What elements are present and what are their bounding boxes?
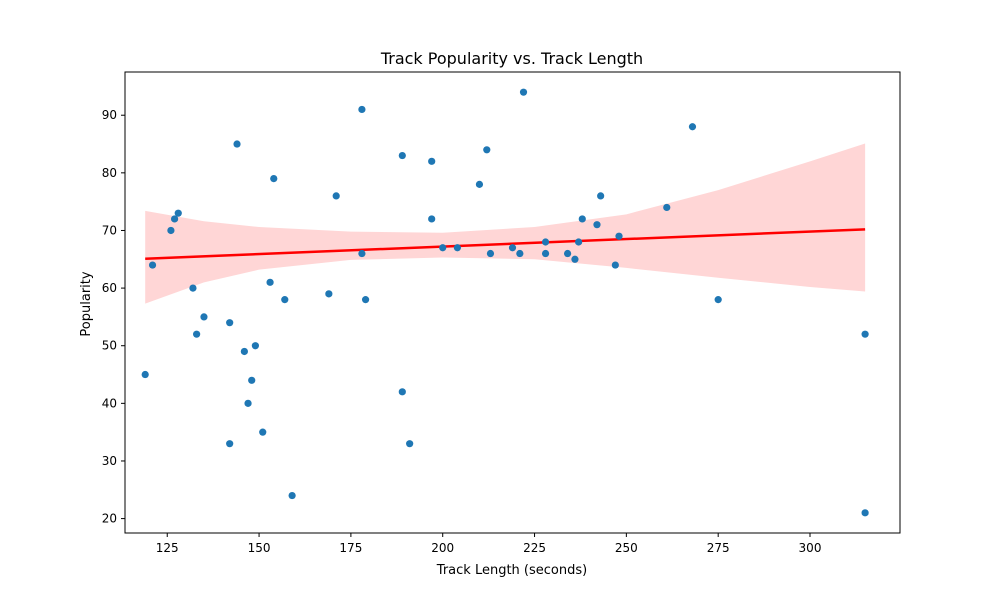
data-point	[611, 261, 619, 269]
data-point	[189, 284, 197, 292]
data-point	[358, 105, 366, 114]
x-tick-label: 200	[431, 541, 454, 555]
regression-line-layer	[145, 228, 866, 260]
x-tick-label: 250	[615, 541, 638, 555]
data-point	[200, 313, 208, 321]
plot-frame	[124, 71, 901, 534]
data-point	[226, 440, 234, 448]
data-point	[332, 192, 340, 200]
y-tick-label: 40	[102, 396, 117, 410]
data-point	[519, 88, 528, 96]
data-point	[475, 180, 484, 188]
data-point	[439, 244, 447, 252]
confidence-band	[145, 143, 866, 304]
x-axis-ticks: 125 150 175 200 225 250 275 300	[156, 533, 822, 555]
data-point	[167, 226, 175, 235]
data-point	[240, 347, 248, 356]
data-point	[453, 244, 462, 252]
confidence-band-layer	[145, 143, 866, 304]
y-axis-label: Popularity	[79, 271, 94, 336]
data-point	[593, 221, 601, 229]
y-tick-label: 70	[102, 223, 117, 237]
data-point	[141, 370, 149, 379]
data-point	[571, 255, 579, 263]
x-tick-label: 150	[248, 541, 271, 555]
data-point	[358, 249, 366, 258]
data-point	[486, 249, 495, 258]
data-point	[575, 238, 583, 246]
data-point	[398, 388, 406, 396]
data-point	[861, 330, 869, 338]
y-tick-label: 30	[102, 454, 117, 468]
x-tick-label: 275	[707, 541, 730, 555]
data-point	[170, 215, 179, 223]
data-point	[398, 151, 406, 160]
x-tick-label: 225	[523, 541, 546, 555]
data-point	[541, 238, 550, 246]
data-point	[248, 376, 256, 384]
data-point	[615, 232, 623, 240]
chart-title: Track Popularity vs. Track Length	[380, 49, 643, 68]
points-layer	[141, 88, 869, 517]
data-point	[663, 203, 671, 212]
data-point	[259, 428, 267, 436]
data-point	[148, 261, 157, 269]
x-tick-label: 175	[339, 541, 362, 555]
data-point	[270, 175, 278, 183]
data-point	[266, 278, 274, 286]
data-point	[288, 491, 296, 500]
data-point	[226, 319, 234, 327]
data-point	[281, 296, 289, 304]
y-tick-label: 20	[102, 512, 117, 526]
data-point	[406, 440, 414, 448]
data-point	[428, 157, 436, 165]
data-point	[483, 146, 491, 154]
data-point	[861, 509, 869, 517]
data-point	[244, 399, 252, 407]
data-point	[428, 215, 436, 223]
y-tick-label: 60	[102, 281, 117, 295]
data-point	[325, 290, 333, 298]
data-point	[251, 342, 259, 350]
data-point	[516, 249, 524, 258]
data-point	[508, 244, 517, 252]
data-point	[688, 123, 697, 131]
x-tick-label: 125	[156, 541, 179, 555]
regression-line	[145, 228, 866, 260]
data-point	[233, 140, 241, 148]
y-axis-ticks: 20 30 40 50 60 70 80 90	[102, 108, 125, 526]
data-point	[361, 296, 370, 304]
x-tick-label: 300	[799, 541, 822, 555]
data-point	[578, 215, 586, 223]
data-point	[541, 249, 550, 258]
data-point	[563, 249, 572, 258]
y-tick-label: 50	[102, 339, 117, 353]
data-point	[193, 330, 201, 338]
data-point	[597, 192, 605, 200]
y-tick-label: 90	[102, 108, 117, 122]
y-tick-label: 80	[102, 166, 117, 180]
x-axis-label: Track Length (seconds)	[436, 563, 587, 578]
data-point	[714, 296, 722, 304]
data-point	[174, 209, 182, 217]
